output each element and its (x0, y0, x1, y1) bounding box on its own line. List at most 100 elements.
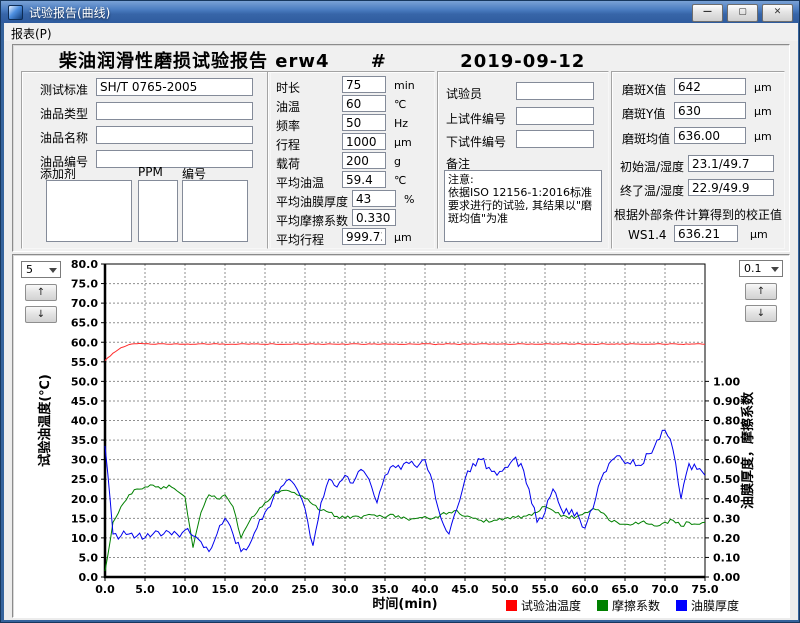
x-axis-tick-label: 35.0 (371, 583, 398, 596)
right-axis-tick-label: 0.80 (713, 415, 740, 428)
legend-swatch (597, 600, 608, 611)
field-label: 终了温/湿度 (620, 184, 685, 198)
chevron-down-icon (771, 267, 779, 272)
report-title: 柴油润滑性磨损试验报告 erw4 (59, 51, 330, 72)
left-axis-tick-label: 35.0 (71, 434, 98, 447)
x-axis-tick-label: 45.0 (451, 583, 478, 596)
right-axis-tick-label: 0.60 (713, 454, 740, 467)
report-header-panel: 柴油润滑性磨损试验报告 erw4 # 2019-09-12 测试标准 油品类型 … (12, 44, 790, 252)
unit-label: Hz (394, 117, 409, 130)
final-temp-humidity-field[interactable] (688, 179, 774, 196)
stroke-field[interactable] (342, 133, 386, 150)
unit-label: μm (394, 136, 412, 149)
right-axis-tick-label: 0.50 (713, 473, 740, 486)
left-axis-tick-label: 80.0 (71, 258, 98, 271)
maximize-button[interactable]: ▢ (727, 4, 758, 22)
x-axis-tick-label: 70.0 (651, 583, 678, 596)
tester-field[interactable] (516, 82, 594, 100)
right-axis-down-button[interactable]: ↓ (745, 305, 777, 322)
right-axis-tick-label: 0.30 (713, 512, 740, 525)
field-label: 下试件编号 (446, 135, 507, 149)
legend-swatch (506, 600, 517, 611)
test-standard-field[interactable] (96, 78, 253, 96)
wear-y-field[interactable] (674, 102, 746, 119)
right-axis-tick-label: 0.40 (713, 493, 740, 506)
legend-label: 油膜厚度 (691, 598, 739, 613)
legend-label: 试验油温度 (521, 598, 581, 613)
oil-number-field[interactable] (96, 150, 253, 168)
field-label: 磨斑Y值 (622, 107, 666, 121)
unit-label: min (394, 79, 415, 92)
avg-oil-temp-field[interactable] (342, 171, 386, 188)
right-scale-combobox[interactable]: 0.1 (739, 260, 783, 277)
x-axis-tick-label: 25.0 (291, 583, 318, 596)
title-bar[interactable]: 试验报告(曲线) — ▢ ✕ (1, 1, 799, 23)
left-axis-up-button[interactable]: ↑ (25, 284, 57, 301)
lower-specimen-field[interactable] (516, 130, 594, 148)
x-axis-tick-label: 75.0 (691, 583, 718, 596)
unit-label: ℃ (394, 174, 407, 187)
left-axis-tick-label: 50.0 (71, 375, 98, 388)
avg-stroke-field[interactable] (342, 228, 386, 245)
avg-friction-field[interactable] (352, 209, 396, 226)
avg-film-field[interactable] (352, 190, 396, 207)
correction-label: WS1.4 (628, 228, 667, 242)
field-label: 行程 (276, 138, 301, 152)
right-axis-tick-label: 0.20 (713, 532, 740, 545)
left-axis-tick-label: 40.0 (71, 415, 98, 428)
menu-report[interactable]: 报表(P) (11, 27, 52, 41)
legend-swatch (676, 600, 687, 611)
initial-temp-humidity-field[interactable] (688, 155, 774, 172)
parameters-box: 时长 min 油温 ℃ 频率 Hz 行程 μm 载荷 g 平均油温 ℃ 平均油膜… (267, 71, 435, 249)
correction-value-field[interactable] (674, 225, 738, 242)
remark-label: 备注 (446, 157, 471, 171)
close-button[interactable]: ✕ (762, 4, 793, 22)
duration-field[interactable] (342, 76, 386, 93)
field-label: 平均油温 (276, 176, 325, 190)
wear-x-field[interactable] (674, 78, 746, 95)
wear-mean-field[interactable] (674, 127, 746, 144)
left-axis-tick-label: 60.0 (71, 336, 98, 349)
additive-list[interactable] (46, 180, 132, 242)
field-label: 频率 (276, 119, 301, 133)
left-scale-combobox[interactable]: 5 (21, 261, 61, 278)
app-icon (8, 4, 23, 20)
unit-label: μm (754, 105, 772, 118)
field-label: 试验员 (446, 87, 483, 101)
window-title: 试验报告(曲线) (29, 5, 111, 20)
left-axis-tick-label: 75.0 (71, 278, 98, 291)
x-axis-tick-label: 50.0 (491, 583, 518, 596)
number-list[interactable] (182, 180, 248, 242)
field-label: 平均摩擦系数 (276, 214, 349, 228)
left-scale-value: 5 (26, 263, 33, 276)
x-axis-tick-label: 15.0 (211, 583, 238, 596)
field-label: 时长 (276, 81, 301, 95)
right-axis-tick-label: 0.70 (713, 434, 740, 447)
field-label: 上试件编号 (446, 112, 507, 126)
unit-label: μm (394, 231, 412, 244)
frequency-field[interactable] (342, 114, 386, 131)
right-axis-up-button[interactable]: ↑ (745, 283, 777, 300)
remark-textarea[interactable]: 注意: 依据ISO 12156-1:2016标准要求进行的试验, 其结果以"磨斑… (444, 170, 602, 242)
wear-test-chart: 0.0 5.0 10.0 15.0 20.0 25.0 30.0 35.0 40.0 45.0 50… (37, 258, 756, 613)
left-axis-down-button[interactable]: ↓ (25, 306, 57, 323)
load-field[interactable] (342, 152, 386, 169)
chevron-down-icon (49, 268, 57, 273)
upper-specimen-field[interactable] (516, 107, 594, 125)
ppm-list[interactable] (138, 180, 178, 242)
unit-label: g (394, 155, 401, 168)
left-axis-tick-label: 30.0 (71, 454, 98, 467)
left-axis-tick-label: 20.0 (71, 493, 98, 506)
unit-label: % (404, 193, 415, 206)
left-axis-tick-label: 15.0 (71, 512, 98, 525)
oil-name-field[interactable] (96, 126, 253, 144)
left-axis-tick-label: 65.0 (71, 317, 98, 330)
x-axis-tick-label: 60.0 (571, 583, 598, 596)
minimize-button[interactable]: — (692, 4, 723, 22)
oil-temp-field[interactable] (342, 95, 386, 112)
correction-note: 根据外部条件计算得到的校正值 (614, 208, 783, 222)
chart-panel: 0.0 5.0 10.0 15.0 20.0 25.0 30.0 35.0 40.0 45.0 50… (12, 254, 790, 618)
oil-type-field[interactable] (96, 102, 253, 120)
left-axis-tick-label: 10.0 (71, 532, 98, 545)
legend-label: 摩擦系数 (612, 598, 660, 613)
